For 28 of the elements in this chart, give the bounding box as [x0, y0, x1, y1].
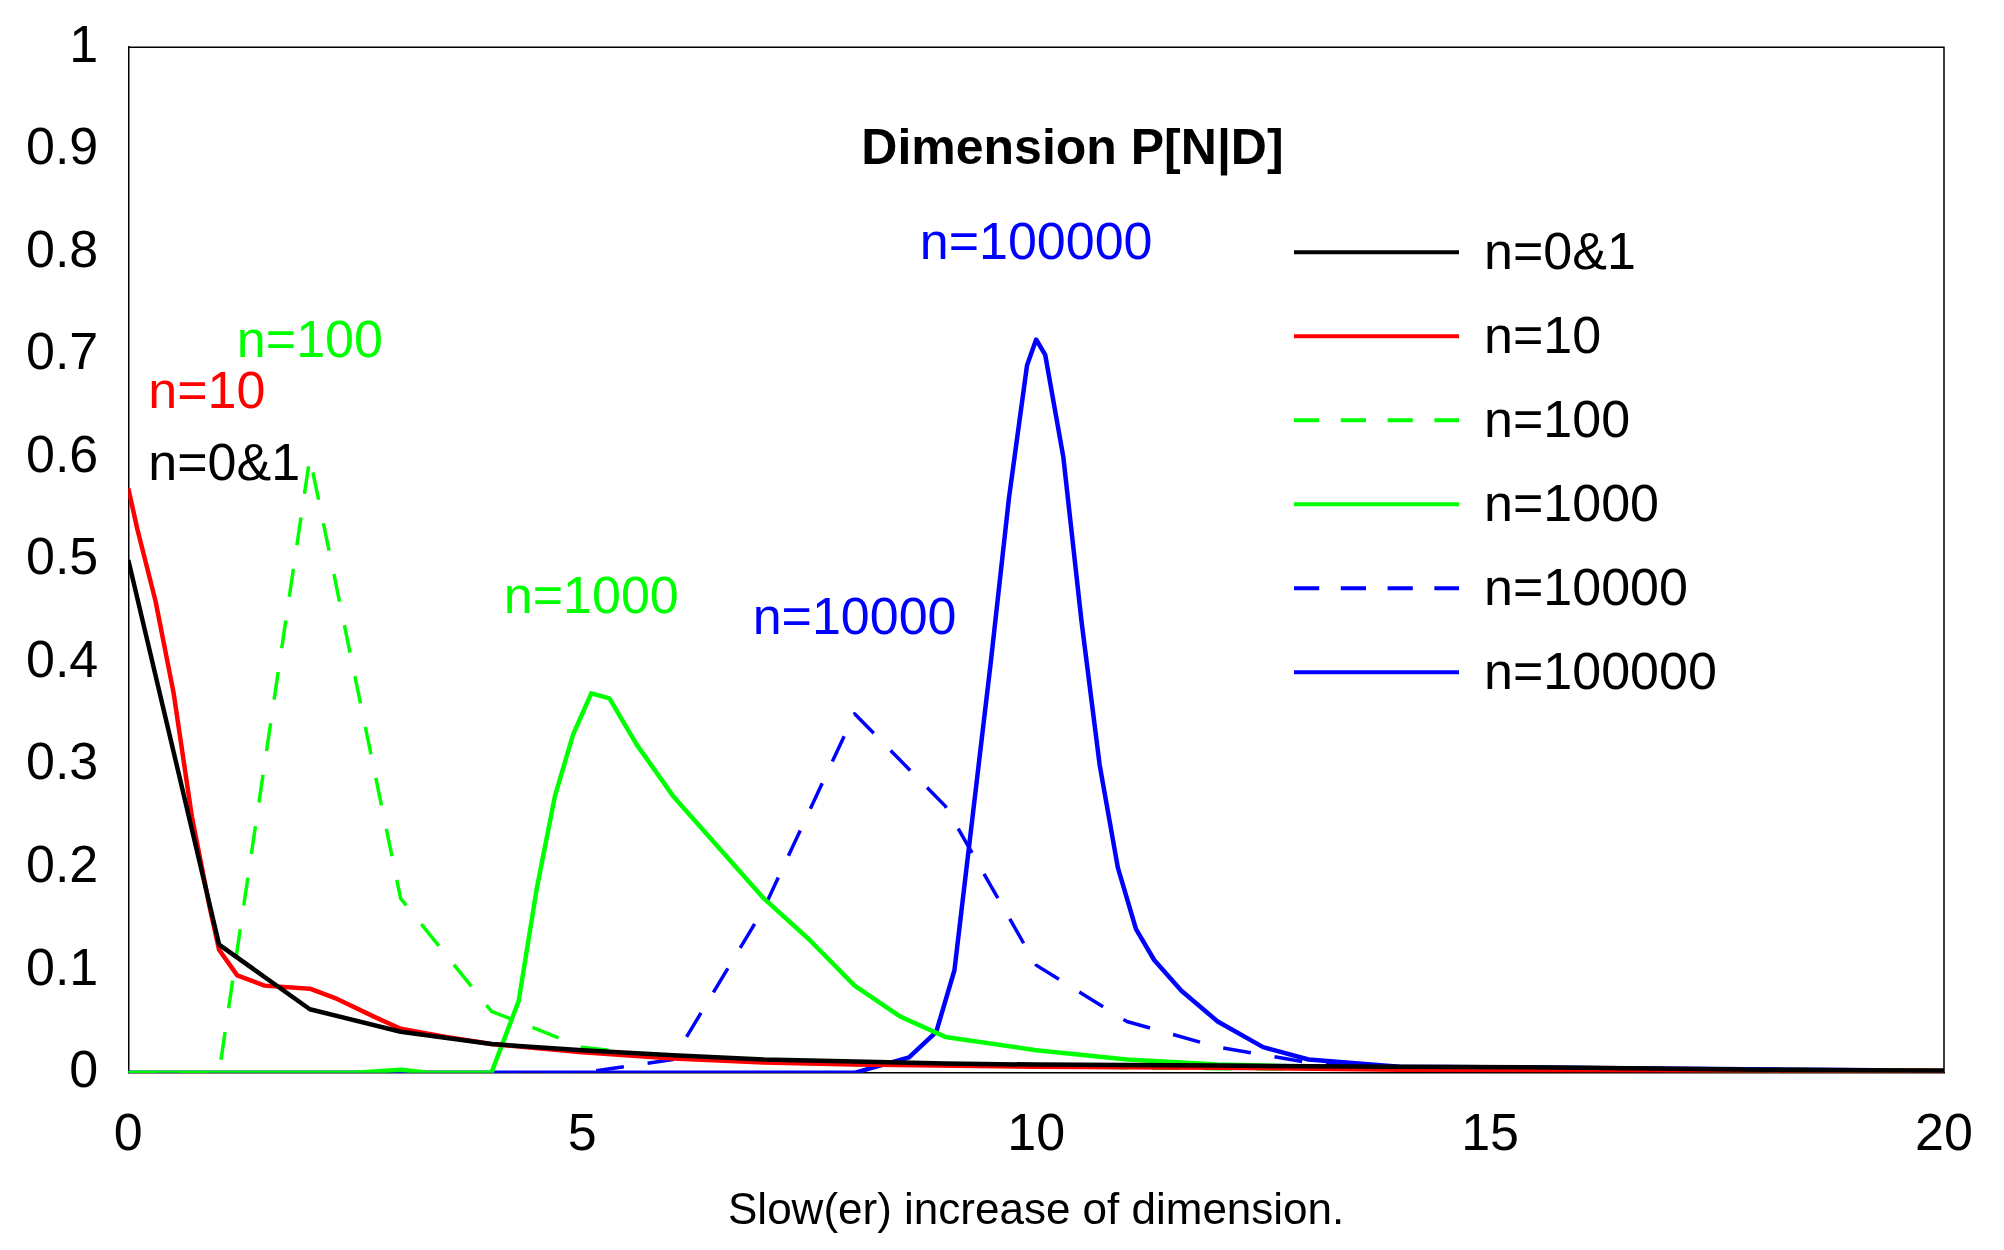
x-tick-label: 10 — [1007, 1103, 1066, 1162]
legend-label: n=10000 — [1484, 557, 1688, 616]
y-tick-label: 0.5 — [25, 527, 99, 586]
y-tick-label: 0.1 — [25, 937, 99, 996]
annotation: n=10000 — [752, 586, 957, 645]
y-tick-label: 0.2 — [25, 835, 99, 894]
y-tick-label: 1 — [69, 14, 99, 73]
text: Dimension P[N|D] — [861, 118, 1284, 176]
annotation: n=100000 — [919, 212, 1153, 271]
legend-label: n=0&1 — [1484, 221, 1636, 280]
y-tick-label: 0.9 — [25, 117, 99, 176]
legend-label: n=100 — [1484, 389, 1631, 448]
legend-label: n=1000 — [1484, 473, 1659, 532]
annotation: n=1000 — [503, 566, 679, 625]
legend-label: n=100000 — [1484, 641, 1717, 700]
y-tick-label: 0.6 — [25, 424, 99, 483]
x-tick-label: 5 — [567, 1103, 597, 1162]
y-tick-label: 0.3 — [25, 732, 99, 791]
annotation: n=0&1 — [148, 433, 301, 491]
y-tick-label: 0.8 — [25, 219, 99, 278]
y-tick-label: 0.4 — [25, 629, 99, 688]
x-tick-label: 0 — [113, 1103, 143, 1162]
x-axis-title: Slow(er) increase of dimension. — [728, 1183, 1345, 1233]
x-tick-label: 20 — [1915, 1103, 1973, 1162]
x-tick-label: 15 — [1461, 1103, 1519, 1162]
legend-label: n=10 — [1484, 305, 1602, 364]
y-tick-label: 0 — [69, 1040, 99, 1099]
y-tick-label: 0.7 — [25, 322, 99, 381]
